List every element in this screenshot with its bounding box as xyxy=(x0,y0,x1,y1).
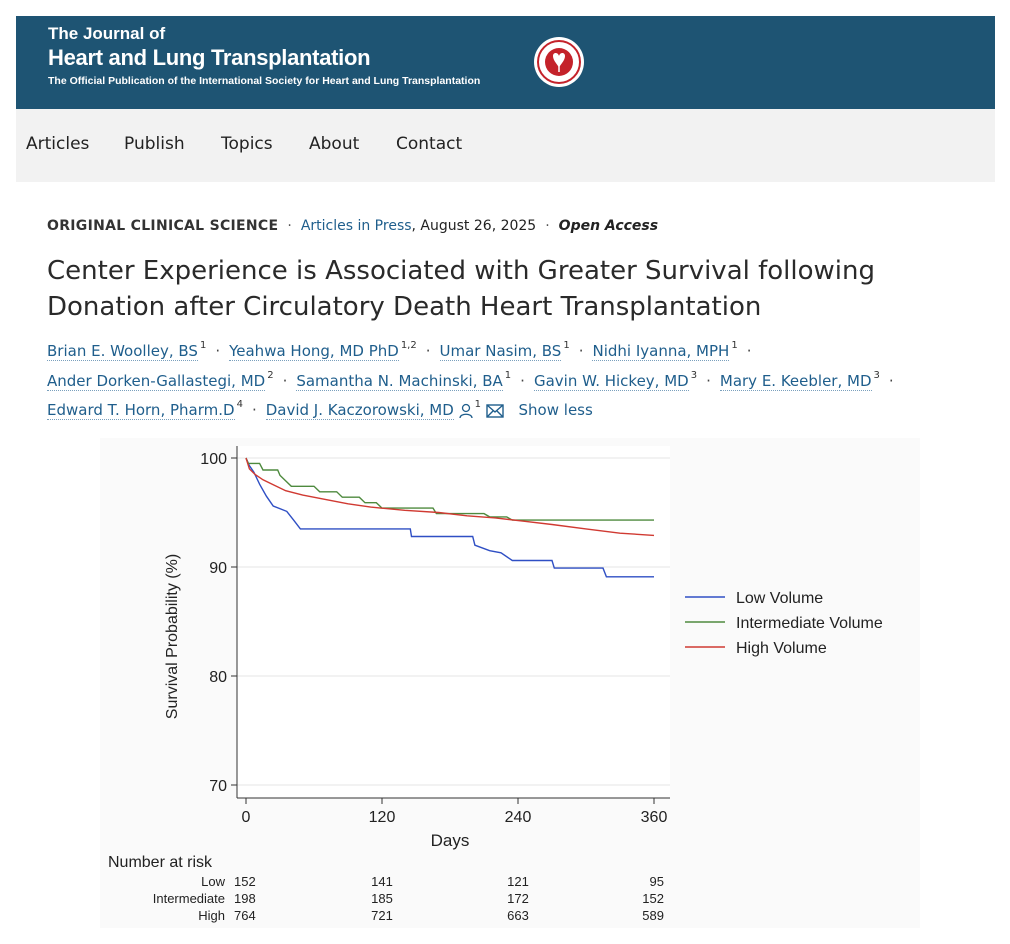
y-tick-label: 80 xyxy=(209,669,227,686)
author-link[interactable]: Yeahwa Hong, MD PhD xyxy=(229,342,399,361)
y-tick-label: 90 xyxy=(209,560,227,577)
articles-in-press-link[interactable]: Articles in Press xyxy=(300,218,412,234)
series-line-2 xyxy=(245,457,655,537)
author-link[interactable]: Mary E. Keebler, MD xyxy=(719,372,872,391)
x-tick-label: 360 xyxy=(641,809,668,826)
journal-name-line1: The Journal of xyxy=(48,24,166,43)
author-link[interactable]: Nidhi Iyanna, MPH xyxy=(592,342,730,361)
risk-value: 152 xyxy=(234,874,256,889)
show-less-button[interactable]: Show less xyxy=(518,401,593,419)
x-axis-label: Days xyxy=(431,831,470,850)
x-tick-label: 120 xyxy=(369,809,396,826)
author-link[interactable]: Ander Dorken-Gallastegi, MD xyxy=(47,372,266,391)
plot-area xyxy=(237,446,670,798)
author-link[interactable]: Brian E. Woolley, BS xyxy=(47,342,198,361)
y-tick-label: 70 xyxy=(209,778,227,795)
risk-value: 589 xyxy=(642,908,664,923)
open-access-label: Open Access xyxy=(558,218,659,234)
risk-value: 663 xyxy=(507,908,529,923)
main-nav: Articles Publish Topics About Contact xyxy=(16,109,995,182)
legend-label: Intermediate Volume xyxy=(736,615,883,632)
author-link[interactable]: Edward T. Horn, Pharm.D xyxy=(47,401,235,420)
risk-value: 172 xyxy=(507,891,529,906)
journal-name-line2[interactable]: Heart and Lung Transplantation xyxy=(48,45,371,70)
nav-topics[interactable]: Topics xyxy=(221,134,273,154)
risk-value: 721 xyxy=(371,908,393,923)
risk-value: 121 xyxy=(507,874,529,889)
legend-label: High Volume xyxy=(736,640,827,657)
x-tick-label: 0 xyxy=(242,809,251,826)
survival-chart: 70 80 90 100 0 120 240 360 Days Survival Probabil… xyxy=(100,438,920,928)
article-section[interactable]: ORIGINAL CLINICAL SCIENCE xyxy=(47,218,279,234)
person-icon xyxy=(458,403,473,418)
chart-legend: Low Volume Intermediate Volume High Volume xyxy=(685,590,883,657)
author-link[interactable]: Samantha N. Machinski, BA xyxy=(296,372,503,391)
nav-about[interactable]: About xyxy=(309,134,360,154)
chart-lines xyxy=(245,457,655,578)
author-link[interactable]: Gavin W. Hickey, MD xyxy=(533,372,689,391)
nav-articles[interactable]: Articles xyxy=(26,134,90,154)
author-link[interactable]: David J. Kaczorowski, MD xyxy=(265,401,454,420)
legend-label: Low Volume xyxy=(736,590,823,607)
risk-value: 198 xyxy=(234,891,256,906)
risk-row-label: High xyxy=(198,908,225,923)
y-axis-label: Survival Probability (%) xyxy=(164,554,181,719)
risk-value: 152 xyxy=(642,891,664,906)
author-link[interactable]: Umar Nasim, BS xyxy=(439,342,562,361)
risk-row-label: Low xyxy=(201,874,225,889)
society-seal-icon xyxy=(534,37,584,87)
article-meta: ORIGINAL CLINICAL SCIENCE · Articles in Pr… xyxy=(47,218,659,234)
risk-value: 185 xyxy=(371,891,393,906)
x-tick-label: 240 xyxy=(505,809,532,826)
journal-subtitle: The Official Publication of the Internat… xyxy=(48,75,481,87)
series-line-0 xyxy=(245,457,654,578)
risk-value: 95 xyxy=(650,874,664,889)
risk-table: Number at risk Low 152 141 121 95 Intermediate… xyxy=(108,854,664,923)
series-line-1 xyxy=(245,457,654,521)
risk-row-label: Intermediate xyxy=(153,891,225,906)
chart-grid xyxy=(237,446,670,798)
nav-publish[interactable]: Publish xyxy=(124,134,185,154)
journal-banner: The Journal of Heart and Lung Transplant… xyxy=(16,16,995,109)
envelope-icon[interactable] xyxy=(486,403,504,418)
article-date: , August 26, 2025 xyxy=(411,218,537,234)
nav-contact[interactable]: Contact xyxy=(396,134,463,154)
chart-axes: 70 80 90 100 0 120 240 360 Days Survival Probabil… xyxy=(164,446,670,850)
y-tick-label: 100 xyxy=(200,451,227,468)
risk-value: 764 xyxy=(234,908,256,923)
risk-value: 141 xyxy=(371,874,393,889)
risk-table-title: Number at risk xyxy=(108,854,213,871)
article-title: Center Experience is Associated with Gre… xyxy=(47,256,876,322)
